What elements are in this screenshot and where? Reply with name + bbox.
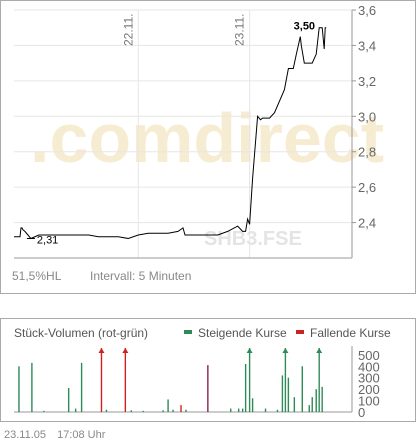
watermark: .comdirect: [30, 99, 384, 177]
footer-date: 23.11.05: [4, 429, 47, 441]
high-label: 3,50: [294, 21, 315, 33]
vol-y-tick-label: 500: [358, 348, 380, 363]
y-tick-label: 2,8: [358, 145, 376, 160]
legend-swatch: [184, 330, 192, 334]
overflow-arrow: [246, 348, 253, 353]
volume-title: Stück-Volumen (rot-grün): [14, 326, 148, 340]
price-chart-panel: .comdirect SHB3.FSE 2,4 2,6 2,8 3,0 3,2 3,4 3,6 2…: [0, 0, 416, 294]
footer: 23.11.05 17:08 Uhr: [4, 429, 113, 441]
price-series-line: [14, 27, 327, 240]
legend-label: Steigende Kurse: [198, 326, 287, 340]
legend-swatch: [296, 330, 304, 334]
overflow-arrow: [316, 348, 323, 353]
vol-y-tick-label: 200: [358, 382, 380, 397]
price-panel-frame: [0, 0, 416, 294]
y-tick-label: 3,2: [358, 74, 376, 89]
vol-y-tick-label: 0: [358, 405, 365, 420]
overflow-arrow: [282, 348, 289, 353]
y-tick-label: 3,6: [358, 3, 376, 18]
vol-y-tick-label: 300: [358, 371, 380, 386]
volume-chart-panel: Stück-Volumen (rot-grün) Steigende Kurse F…: [0, 318, 417, 423]
vol-y-tick-label: 100: [358, 394, 380, 409]
low-label: 2,31: [37, 235, 58, 247]
volume-chart: Stück-Volumen (rot-grün) Steigende Kurse F…: [0, 318, 416, 422]
y-tick-label: 3,4: [358, 38, 376, 53]
overflow-arrow: [98, 348, 105, 353]
legend-label: Fallende Kurse: [310, 326, 391, 340]
price-chart: .comdirect SHB3.FSE 2,4 2,6 2,8 3,0 3,2 3,4 3,6 2…: [0, 0, 416, 294]
y-tick-label: 2,6: [358, 180, 376, 195]
vol-y-tick-label: 400: [358, 359, 380, 374]
overflow-arrow: [122, 348, 129, 353]
x-tick-label: 22.11.: [121, 14, 135, 46]
footer-time: 17:08 Uhr: [57, 429, 106, 441]
range-text: 51,5%HL: [12, 269, 62, 283]
y-tick-label: 2,4: [358, 216, 376, 231]
y-tick-label: 3,0: [358, 109, 376, 124]
x-tick-label: 23.11.: [233, 14, 247, 46]
interval-text: Intervall: 5 Minuten: [90, 269, 191, 283]
instrument-watermark: SHB3.FSE: [204, 228, 302, 250]
